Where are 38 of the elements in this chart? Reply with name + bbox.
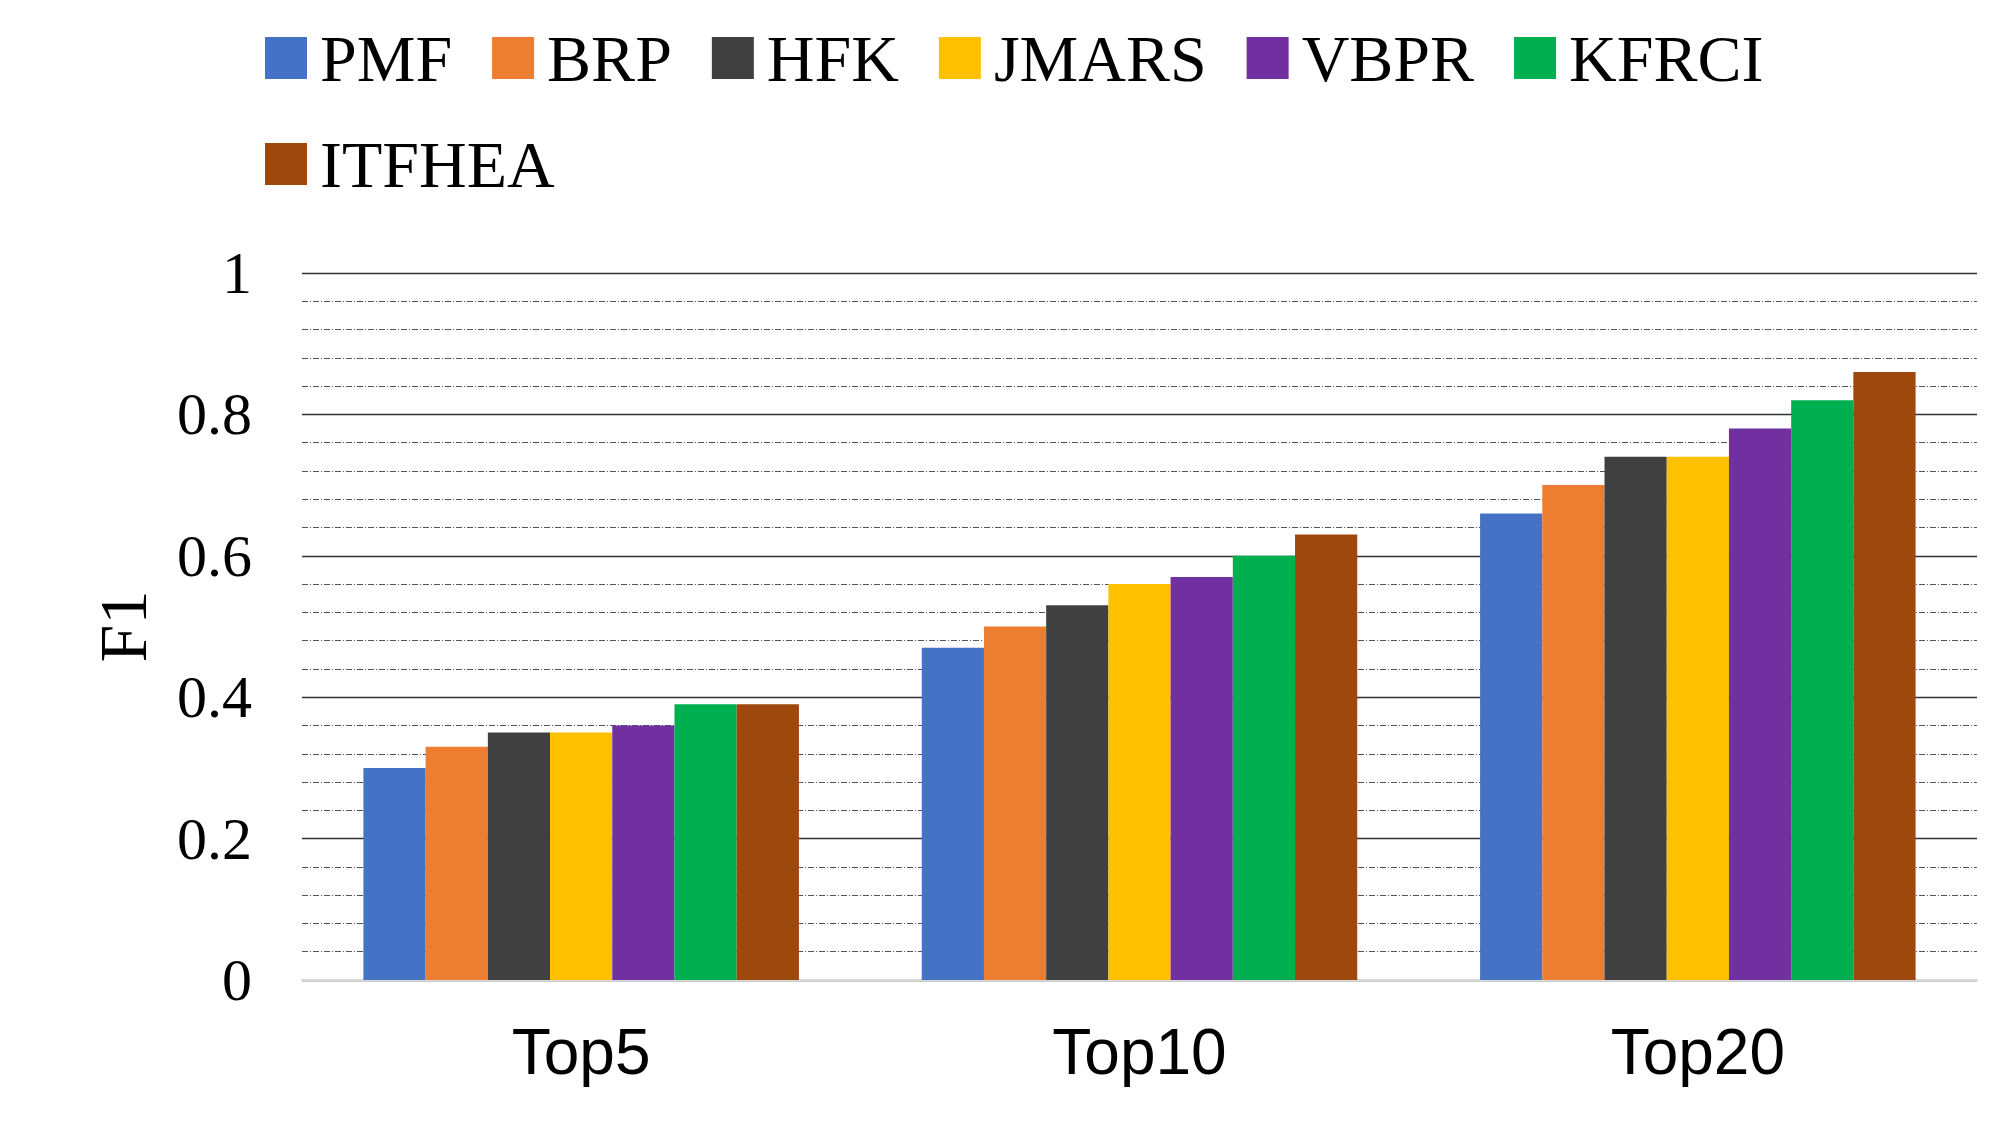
bar	[1480, 513, 1543, 980]
bar	[674, 704, 737, 980]
y-tick-label: 0.2	[177, 805, 252, 872]
bar	[550, 732, 613, 980]
y-tick-label: 0.8	[177, 381, 252, 448]
y-tick-label: 0	[222, 947, 252, 1013]
bar	[1170, 577, 1233, 980]
legend-label: JMARS	[993, 21, 1207, 95]
legend-label: VBPR	[1301, 21, 1475, 95]
bar	[1295, 534, 1358, 980]
bar	[425, 746, 488, 980]
legend-label: KFRCI	[1569, 21, 1764, 95]
x-tick-label: Top10	[1052, 1016, 1227, 1088]
y-tick-label: 1	[222, 240, 252, 306]
bar	[1604, 456, 1667, 980]
x-tick-label: Top20	[1610, 1016, 1786, 1088]
bar	[1542, 485, 1605, 980]
bar	[1666, 456, 1729, 980]
bar	[1791, 400, 1854, 980]
y-axis-title: F1	[85, 590, 161, 663]
bar	[612, 725, 675, 980]
bar	[1853, 371, 1916, 980]
bar	[1046, 605, 1109, 980]
bar	[1728, 428, 1792, 980]
legend-label: ITFHEA	[320, 127, 555, 201]
legend-label: HFK	[766, 21, 899, 95]
bar	[1232, 555, 1296, 980]
y-tick-label: 0.4	[177, 664, 252, 731]
bar	[1108, 584, 1171, 980]
bar	[983, 626, 1047, 980]
legend-label: BRP	[547, 21, 672, 95]
legend-label: PMF	[320, 21, 453, 95]
bar	[363, 767, 426, 980]
y-tick-label: 0.6	[177, 522, 252, 589]
bar	[487, 732, 551, 980]
bar	[921, 647, 984, 980]
bar	[736, 704, 799, 980]
x-tick-label: Top5	[511, 1016, 651, 1088]
